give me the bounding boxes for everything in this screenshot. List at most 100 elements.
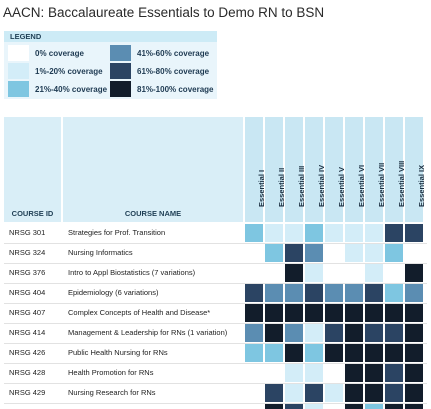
table-row: NRSG 301 Strategies for Prof. Transition	[4, 224, 427, 244]
coverage-cell	[265, 384, 283, 402]
coverage-cell	[365, 384, 383, 402]
legend-item-3: 61%-80% coverage	[110, 63, 209, 79]
coverage-cell	[285, 344, 303, 362]
coverage-cell	[345, 264, 363, 282]
row-divider	[4, 323, 427, 324]
coverage-cell	[305, 224, 323, 242]
course-name: Public Health Nursing for RNs	[68, 348, 168, 357]
essential-header-label: Essential IX	[417, 164, 426, 207]
table-row: NRSG 407 Complex Concepts of Health and D…	[4, 304, 427, 324]
coverage-cell	[305, 284, 323, 302]
coverage-cell	[245, 364, 263, 382]
coverage-cell	[325, 404, 343, 409]
course-name: Health Promotion for RNs	[68, 368, 154, 377]
row-divider	[4, 263, 427, 264]
essential-header: Essential VII	[365, 117, 386, 222]
coverage-cell	[365, 284, 383, 302]
coverage-cell	[245, 244, 263, 262]
coverage-cell	[365, 364, 383, 382]
coverage-cell	[325, 264, 343, 282]
coverage-cell	[365, 404, 383, 409]
legend-item-4: 21%-40% coverage	[8, 81, 107, 97]
course-name: Management & Leadership for RNs (1 varia…	[68, 328, 228, 337]
coverage-cell	[405, 304, 423, 322]
course-name-header: COURSE NAME	[63, 117, 243, 222]
row-divider	[4, 403, 427, 404]
coverage-cell	[245, 224, 263, 242]
course-name: Complex Concepts of Health and Disease*	[68, 308, 211, 317]
essential-header: Essential II	[265, 117, 286, 222]
coverage-cell	[265, 264, 283, 282]
essential-header: Essential IV	[305, 117, 326, 222]
coverage-cell	[305, 324, 323, 342]
course-id-header: COURSE ID	[4, 117, 61, 222]
course-id: NRSG 407	[9, 308, 46, 317]
coverage-cell	[365, 244, 383, 262]
legend-label: 81%-100% coverage	[137, 84, 214, 94]
coverage-cell	[345, 284, 363, 302]
coverage-cell	[305, 344, 323, 362]
coverage-cell	[265, 224, 283, 242]
coverage-cell	[345, 304, 363, 322]
legend-swatch	[8, 63, 29, 79]
coverage-cell	[385, 324, 403, 342]
coverage-cell	[305, 304, 323, 322]
coverage-cell	[345, 404, 363, 409]
coverage-cell	[285, 404, 303, 409]
essential-header: Essential VI	[345, 117, 366, 222]
course-name: Nursing Research for RNs	[68, 388, 156, 397]
coverage-cell	[405, 284, 423, 302]
coverage-cell	[305, 244, 323, 262]
table-row: NRSG 414 Management & Leadership for RNs …	[4, 324, 427, 344]
coverage-cell	[345, 244, 363, 262]
legend-item-2: 1%-20% coverage	[8, 63, 103, 79]
course-name: Professional Practice for the RN	[63, 404, 243, 409]
coverage-cell	[385, 404, 403, 409]
table-row: NRSG 376 Intro to Appl Biostatistics (7 v…	[4, 264, 427, 284]
essential-header: Essential VIII	[385, 117, 406, 222]
coverage-cell	[385, 284, 403, 302]
essential-header: Essential III	[285, 117, 306, 222]
legend: LEGEND 0% coverage 41%-60% coverage 1%-2…	[4, 31, 217, 99]
course-name: Epidemiology (6 variations)	[68, 288, 159, 297]
course-name: Strategies for Prof. Transition	[68, 228, 166, 237]
coverage-cell	[265, 344, 283, 362]
coverage-cell	[325, 364, 343, 382]
row-divider	[4, 243, 427, 244]
legend-item-0: 0% coverage	[8, 45, 84, 61]
table-row: NRSG 324 Nursing Informatics	[4, 244, 427, 264]
row-divider	[4, 283, 427, 284]
coverage-cell	[285, 224, 303, 242]
coverage-cell	[305, 404, 323, 409]
course-id: NRSG 376	[9, 268, 46, 277]
coverage-cell	[405, 224, 423, 242]
course-id: NRSG 426	[9, 348, 46, 357]
coverage-cell	[385, 304, 403, 322]
legend-swatch	[110, 45, 131, 61]
coverage-cell	[405, 244, 423, 262]
page-title: AACN: Baccalaureate Essentials to Demo R…	[3, 5, 325, 20]
legend-label: 61%-80% coverage	[137, 66, 210, 76]
coverage-cell	[405, 364, 423, 382]
coverage-cell	[285, 324, 303, 342]
coverage-cell	[405, 404, 423, 409]
coverage-cell	[345, 344, 363, 362]
coverage-cell	[265, 244, 283, 262]
course-id: NRSG 301	[9, 228, 46, 237]
coverage-cell	[365, 224, 383, 242]
coverage-cell	[365, 324, 383, 342]
essential-header: Essential I	[245, 117, 266, 222]
coverage-cell	[245, 384, 263, 402]
legend-label: 1%-20% coverage	[35, 66, 103, 76]
coverage-cell	[265, 364, 283, 382]
course-id: NRSG 404	[9, 288, 46, 297]
coverage-cell	[285, 364, 303, 382]
legend-swatch	[8, 81, 29, 97]
coverage-cell	[365, 344, 383, 362]
coverage-cell	[405, 384, 423, 402]
coverage-cell	[385, 224, 403, 242]
legend-label: 0% coverage	[35, 48, 84, 58]
row-divider	[4, 383, 427, 384]
coverage-cell	[325, 344, 343, 362]
coverage-cell	[385, 384, 403, 402]
